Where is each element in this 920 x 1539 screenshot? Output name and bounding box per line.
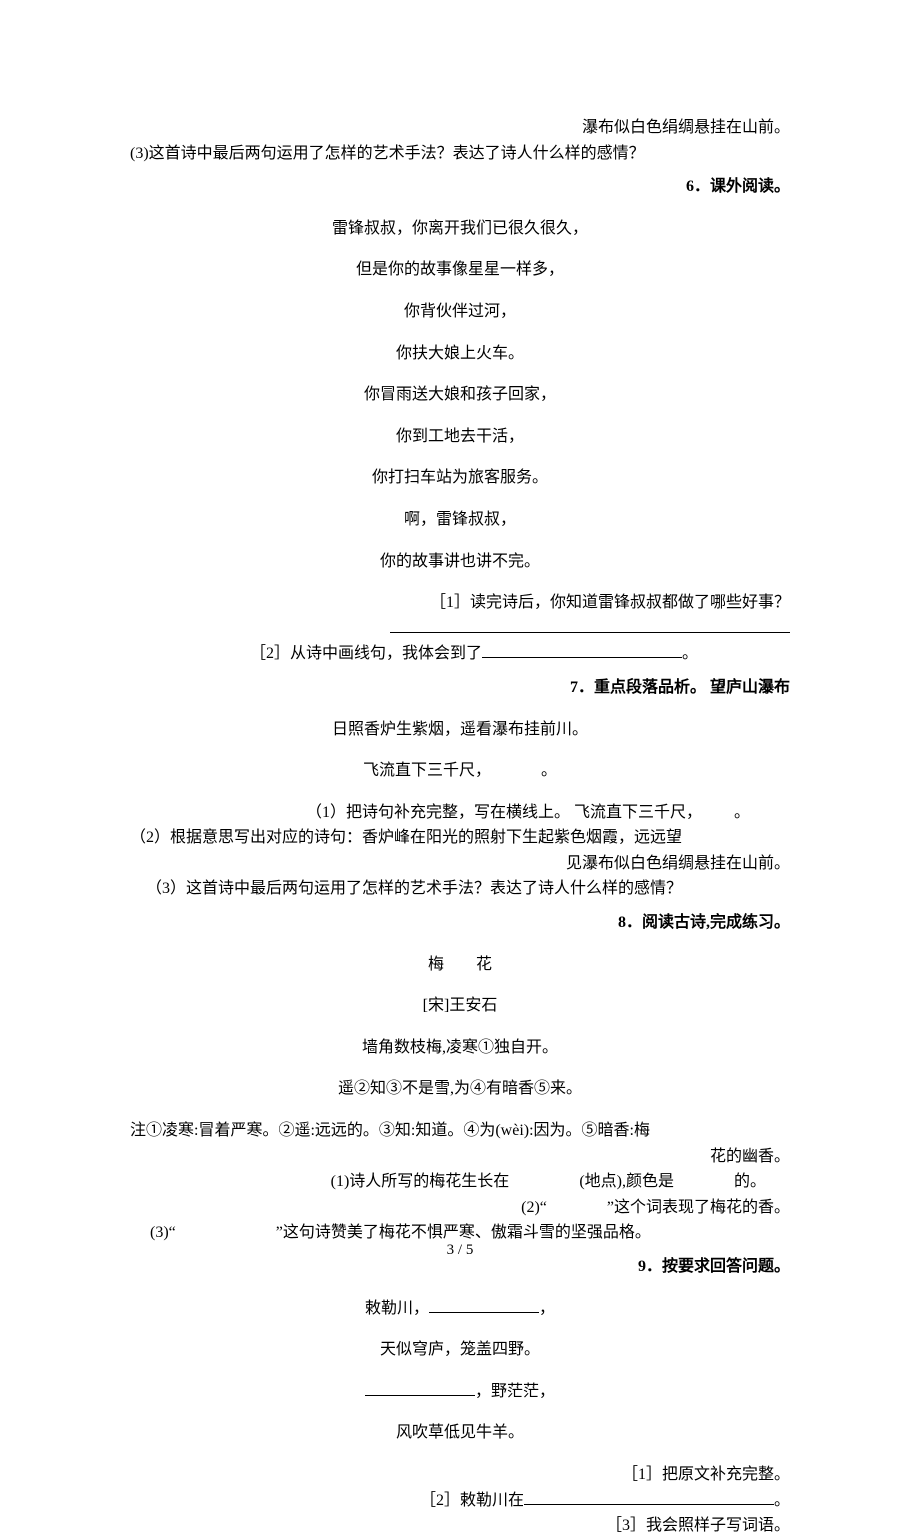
page-container: 瀑布似白色绢绸悬挂在山前。 (3)这首诗中最后两句运用了怎样的艺术手法？表达了诗…	[0, 0, 920, 1302]
section8-poem-l2: 遥②知③不是雪,为④有暗香⑤来。	[130, 1076, 790, 1102]
section9-q2b: 。	[774, 1492, 790, 1509]
section6-poem-6: 你到工地去干活，	[130, 424, 790, 450]
section8-q2a: (2)“	[521, 1199, 547, 1216]
section7-q2a: （2）根据意思写出对应的诗句：香炉峰在阳光的照射下生起紫色烟霞，远远望	[130, 825, 790, 851]
section7-poem2: 飞流直下三千尺， 。	[130, 758, 790, 784]
section9-l3b: ，野茫茫，	[475, 1383, 555, 1400]
section6-q2-blank[interactable]	[482, 641, 682, 658]
section9-l1a: 敕勒川，	[365, 1300, 429, 1317]
section8-note1: 注①凌寒:冒着严寒。②遥:远远的。③知:知道。④为(wèi):因为。⑤暗香:梅	[130, 1118, 790, 1144]
section8-note2: 花的幽香。	[130, 1144, 790, 1170]
section9-l1-blank[interactable]	[429, 1296, 539, 1313]
section7-q1: （1）把诗句补充完整，写在横线上。 飞流直下三千尺， 。	[130, 800, 790, 826]
section6-poem-4: 你扶大娘上火车。	[130, 341, 790, 367]
section8-q1c: 的。	[734, 1173, 766, 1190]
section8-q2b: ”这个词表现了梅花的香。	[607, 1199, 790, 1216]
section9-q2-blank[interactable]	[524, 1488, 774, 1505]
section9-l1b: ，	[539, 1300, 555, 1317]
section6-poem-8: 啊，雷锋叔叔，	[130, 507, 790, 533]
section8-q2: (2)“ ”这个词表现了梅花的香。	[130, 1195, 790, 1221]
block1-line2: (3)这首诗中最后两句运用了怎样的艺术手法？表达了诗人什么样的感情？	[130, 141, 790, 167]
section8-author: [宋]王安石	[130, 993, 790, 1019]
section9-q3: ［3］我会照样子写词语。	[130, 1513, 790, 1539]
section7-q1a: （1）把诗句补充完整，写在横线上。 飞流直下三千尺，	[306, 804, 702, 821]
section7-q2b: 见瀑布似白色绢绸悬挂在山前。	[130, 851, 790, 877]
section8-q1a: (1)诗人所写的梅花生长在	[331, 1173, 510, 1190]
section9-l2: 天似穹庐，笼盖四野。	[130, 1337, 790, 1363]
section7-poem2b: 。	[541, 762, 557, 779]
section9-q2: ［2］敕勒川在 。	[130, 1488, 790, 1514]
section6-title: 6．课外阅读。	[130, 174, 790, 200]
section7-poem1: 日照香炉生紫烟，遥看瀑布挂前川。	[130, 717, 790, 743]
section7-q1b: 。	[734, 804, 750, 821]
section6-q1: ［1］读完诗后，你知道雷锋叔叔都做了哪些好事？	[130, 590, 790, 616]
section8-title: 8．阅读古诗,完成练习。	[130, 910, 790, 936]
section8-q1b: (地点),颜色是	[579, 1173, 674, 1190]
section6-poem-2: 但是你的故事像星星一样多，	[130, 257, 790, 283]
section8-poem-title: 梅 花	[130, 952, 790, 978]
section6-poem-9: 你的故事讲也讲不完。	[130, 549, 790, 575]
section6-poem-3: 你背伙伴过河，	[130, 299, 790, 325]
block1-line1: 瀑布似白色绢绸悬挂在山前。	[130, 115, 790, 141]
section6-poem-7: 你打扫车站为旅客服务。	[130, 465, 790, 491]
section9-l3: ，野茫茫，	[130, 1379, 790, 1405]
section9-q2a: ［2］敕勒川在	[420, 1492, 524, 1509]
section6-q2-suf: 。	[682, 645, 698, 662]
page-number: 3 / 5	[0, 1238, 920, 1262]
section8-poem-l1: 墙角数枝梅,凌寒①独自开。	[130, 1035, 790, 1061]
section7-poem2a: 飞流直下三千尺，	[363, 762, 491, 779]
section9-l1: 敕勒川， ，	[130, 1296, 790, 1322]
section6-answer-line	[130, 616, 790, 642]
section7-q3: （3）这首诗中最后两句运用了怎样的艺术手法？表达了诗人什么样的感情？	[130, 876, 790, 902]
section7-title: 7．重点段落品析。 望庐山瀑布	[130, 675, 790, 701]
section9-l3-blank[interactable]	[365, 1379, 475, 1396]
section6-q2: ［2］从诗中画线句，我体会到了 。	[130, 641, 790, 667]
section6-poem-1: 雷锋叔叔，你离开我们已很久很久，	[130, 216, 790, 242]
section9-l4: 风吹草低见牛羊。	[130, 1420, 790, 1446]
answer-underline[interactable]	[390, 616, 790, 633]
section6-poem-5: 你冒雨送大娘和孩子回家，	[130, 382, 790, 408]
section9-q1: ［1］把原文补充完整。	[130, 1462, 790, 1488]
section8-q1: (1)诗人所写的梅花生长在 (地点),颜色是 的。	[130, 1169, 790, 1195]
section6-q2-pre: ［2］从诗中画线句，我体会到了	[250, 645, 482, 662]
